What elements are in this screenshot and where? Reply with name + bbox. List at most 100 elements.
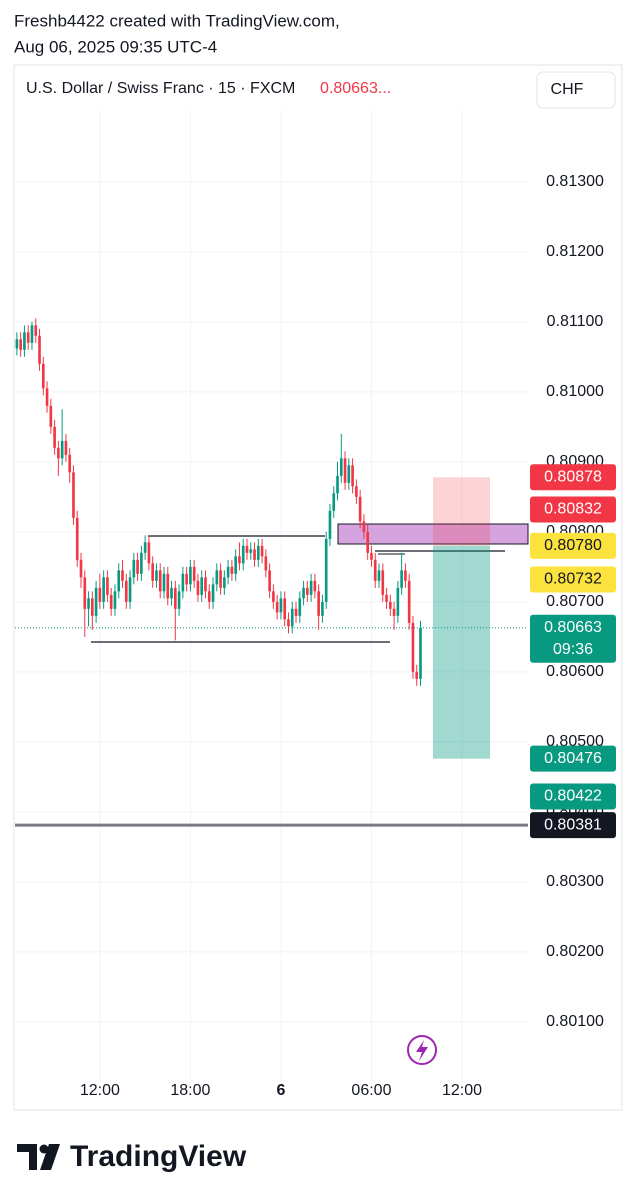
candle-body: [151, 563, 155, 581]
candle-body: [317, 591, 320, 616]
candle-body: [381, 570, 385, 595]
logo-shape: [39, 1144, 49, 1154]
logo-shape: [40, 1144, 60, 1170]
candle-body: [196, 580, 200, 595]
candle-body: [181, 573, 185, 592]
price-badge-label: 0.80732: [544, 571, 602, 588]
x-tick-label: 06:00: [351, 1082, 391, 1099]
price-badge: [530, 783, 616, 810]
candle-body: [64, 440, 68, 455]
price-badge-label: 0.80381: [544, 816, 602, 833]
candle-body: [140, 552, 143, 574]
candle-body: [60, 440, 64, 459]
y-tick-label: 0.81100: [547, 313, 604, 330]
candle-body: [275, 601, 279, 613]
header-line: Aug 06, 2025 09:35 UTC-4: [14, 37, 217, 56]
candle-body: [260, 545, 264, 557]
candle-body: [264, 556, 268, 571]
candle-body: [68, 454, 72, 473]
candle-body: [173, 587, 177, 609]
stop-zone: [433, 477, 490, 546]
price-badge-label: 0.80663: [544, 619, 602, 636]
x-tick-label: 18:00: [170, 1082, 210, 1099]
candle-body: [230, 566, 234, 574]
candle-body: [396, 587, 400, 616]
candle-body: [200, 577, 204, 595]
candle-body: [106, 577, 109, 595]
candle-body: [177, 591, 181, 609]
candle-body: [332, 493, 336, 511]
candle-body: [404, 570, 407, 581]
y-tick-label: 0.80700: [546, 593, 604, 610]
candle-body: [366, 531, 370, 553]
currency-button[interactable]: [536, 71, 616, 109]
candle-body: [45, 388, 49, 406]
symbol-title: U.S. Dollar / Swiss Franc · 15 · FXCM: [26, 80, 295, 97]
candle-body: [223, 577, 226, 588]
candle-body: [41, 363, 45, 389]
candle-body: [321, 601, 324, 616]
candle-body: [298, 598, 302, 616]
candle-body: [109, 594, 113, 609]
candle-body: [170, 587, 173, 599]
candle-body: [26, 332, 30, 343]
y-tick-label: 0.80300: [546, 873, 604, 890]
header-bar: [15, 66, 621, 110]
header-price: 0.80663...: [320, 80, 391, 97]
candle-body: [155, 570, 158, 581]
candle-body: [219, 570, 222, 588]
candle-body: [49, 405, 53, 427]
candle-body: [207, 591, 211, 602]
candle-body: [147, 542, 151, 564]
candle-body: [72, 472, 75, 518]
x-tick-label: 12:00: [80, 1082, 120, 1099]
candle-body: [53, 426, 56, 448]
price-badge-label: 0.80832: [544, 501, 602, 518]
candle-body: [241, 545, 245, 564]
candle-body: [211, 584, 215, 602]
price-badge-label: 0.80476: [544, 750, 602, 767]
candle-body: [91, 598, 94, 616]
candle-body: [124, 580, 128, 602]
candle-body: [388, 601, 392, 609]
candle-body: [400, 570, 403, 588]
candle-body: [128, 577, 132, 602]
candle-body: [313, 580, 317, 592]
price-badge: [530, 614, 616, 663]
candle-body: [166, 573, 170, 599]
candle-body: [253, 549, 256, 560]
candles: [15, 318, 422, 686]
target-zone: [433, 545, 490, 759]
zone-box: [337, 523, 529, 545]
candle-body: [83, 577, 87, 609]
y-tick-label: 0.81200: [546, 243, 604, 260]
candle-body: [373, 559, 377, 581]
header-line: Freshb4422 created with TradingView.com,: [14, 11, 340, 30]
candle-body: [392, 608, 396, 616]
candle-body: [415, 671, 419, 679]
candle-body: [113, 591, 117, 609]
candle-body: [343, 458, 347, 483]
candle-body: [272, 591, 275, 602]
candle-body: [411, 622, 415, 672]
y-tick-label: 0.80100: [546, 1013, 604, 1030]
candle-body: [136, 559, 139, 574]
candle-body: [75, 517, 79, 560]
candle-body: [385, 594, 388, 602]
price-badge: [530, 464, 616, 491]
candle-body: [358, 496, 362, 522]
candle-body: [226, 566, 230, 578]
countdown-label: 09:36: [553, 641, 593, 658]
candle-body: [102, 577, 105, 602]
candle-body: [234, 556, 237, 574]
currency-label[interactable]: CHF: [551, 81, 584, 98]
candle-body: [377, 570, 381, 581]
price-badges: 0.80878 0.80832 0.80780 0.80732 0.80663 09:36…: [530, 464, 616, 839]
price-badge-label: 0.80780: [544, 537, 602, 554]
y-tick-label: 0.80600: [546, 663, 604, 680]
candle-body: [204, 577, 207, 592]
candle-body: [87, 598, 90, 609]
candle-body: [290, 608, 294, 627]
